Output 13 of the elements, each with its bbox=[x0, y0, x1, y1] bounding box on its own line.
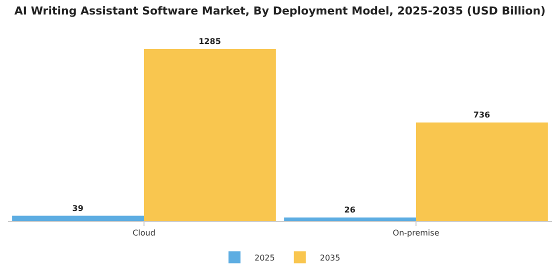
legend-label: 2025 bbox=[254, 253, 275, 262]
legend-label: 2035 bbox=[320, 253, 340, 262]
chart-title: AI Writing Assistant Software Market, By Deployment Model, 2025-2035 (USD Billion) bbox=[14, 4, 546, 18]
bar bbox=[144, 49, 276, 221]
bar bbox=[12, 216, 144, 221]
data-label: 736 bbox=[473, 110, 491, 120]
bar bbox=[416, 122, 548, 221]
data-label: 1285 bbox=[198, 37, 222, 46]
data-label: 26 bbox=[344, 206, 356, 215]
x-tick-label: Cloud bbox=[132, 228, 156, 238]
data-label: 39 bbox=[72, 204, 84, 213]
bar bbox=[284, 218, 416, 221]
x-tick-label: On-premise bbox=[392, 228, 440, 238]
